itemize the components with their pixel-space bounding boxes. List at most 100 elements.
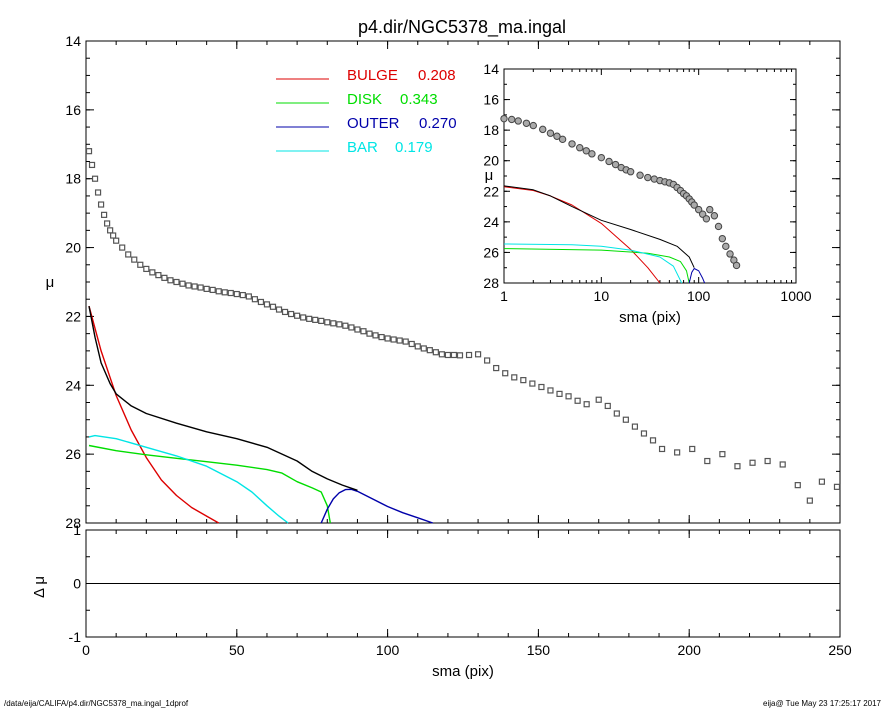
inset-y-tick-label-18: 18 [483, 122, 499, 138]
main-data-point [107, 227, 114, 234]
inset-data-point [529, 121, 538, 130]
main-data-point [402, 338, 409, 345]
main-data-point [209, 286, 216, 294]
residual-panel: 10-10 50 100 150 200 250 Δ μ sma (pix) [31, 522, 852, 680]
inset-curve-bar [503, 243, 683, 284]
main-data-point [110, 232, 117, 239]
inset-data-point [558, 135, 567, 144]
main-data-point [131, 256, 138, 263]
residual-y-tick-label-0: 0 [73, 576, 81, 592]
main-data-point [595, 396, 602, 403]
main-data-point [372, 332, 379, 339]
inset-x-tick-label-1: 1 [500, 288, 508, 304]
main-data-point [426, 347, 433, 354]
main-data-point [179, 280, 186, 287]
main-y-tick-label-16: 16 [65, 102, 81, 118]
main-data-point [97, 201, 105, 208]
legend-item-bar: BAR 0.179 [276, 139, 433, 156]
chart-title: p4.dir/NGC5378_ma.ingal [358, 17, 566, 38]
legend-value-disk: 0.343 [400, 91, 438, 108]
main-data-point [149, 269, 156, 276]
main-data-point [444, 351, 452, 359]
inset-data-point [553, 132, 561, 140]
main-data-point [113, 237, 120, 244]
main-data-point [613, 410, 620, 417]
main-data-point [94, 189, 102, 196]
legend-value-outer: 0.270 [419, 115, 457, 132]
main-data-point [764, 457, 771, 465]
inset-data-point [732, 261, 741, 270]
residual-x-tick-label-150: 150 [527, 642, 551, 658]
main-y-tick-label-14: 14 [65, 33, 81, 49]
main-data-point [556, 390, 563, 397]
inset-data-point [644, 173, 652, 182]
legend-item-disk: DISK 0.343 [276, 91, 438, 108]
main-data-point [520, 377, 527, 384]
residual-y-tick-label--1: -1 [69, 629, 82, 645]
main-data-point [342, 322, 349, 329]
main-data-point [806, 497, 813, 504]
main-y-tick-label-28: 28 [65, 515, 81, 531]
main-data-point [649, 437, 657, 444]
main-y-tick-label-20: 20 [65, 240, 81, 256]
legend-item-outer: OUTER 0.270 [276, 115, 457, 132]
main-data-point [432, 349, 439, 356]
main-x-axis-label: sma (pix) [432, 663, 494, 680]
main-data-point [221, 289, 228, 296]
main-data-point [336, 321, 343, 328]
main-data-point [574, 397, 581, 404]
main-data-point [604, 402, 611, 410]
main-data-point [251, 296, 258, 303]
main-data-point [312, 316, 319, 323]
inset-curve-total-model [503, 185, 695, 268]
main-data-point [450, 351, 458, 359]
main-data-point [88, 161, 96, 169]
inset-data-point [702, 215, 711, 223]
main-data-point [547, 387, 554, 394]
legend-label-disk: DISK [347, 91, 382, 108]
inset-y-axis-label: μ [485, 167, 494, 184]
main-data-point [239, 291, 246, 299]
main-data-point [281, 308, 289, 316]
residual-x-tick-label-200: 200 [678, 642, 702, 658]
main-data-point [330, 320, 337, 327]
main-curve-disk [88, 444, 331, 524]
residual-x-tick-label-0: 0 [82, 642, 90, 658]
legend-label-bar: BAR [347, 139, 378, 156]
main-data-point [794, 482, 801, 489]
legend: BULGE 0.208 DISK 0.343 OUTER 0.270 BAR 0… [276, 67, 457, 156]
footer-file-path: /data/eija/CALIFA/p4.dir/NGC5378_ma.inga… [4, 699, 189, 708]
main-data-point [493, 364, 500, 372]
inset-data-point [582, 147, 590, 155]
main-data-point [360, 328, 367, 335]
main-data-point [215, 288, 222, 295]
main-data-point [137, 261, 144, 268]
main-data-point [167, 277, 174, 284]
main-curve-outer [320, 488, 434, 524]
main-curve-total-model [88, 305, 358, 491]
main-data-point [456, 352, 464, 359]
main-data-point [155, 272, 162, 279]
main-data-point [704, 457, 711, 465]
main-curve-bar [88, 434, 289, 524]
main-data-point [511, 374, 518, 381]
main-data-point [408, 340, 415, 348]
residual-x-tick-label-100: 100 [376, 642, 400, 658]
main-data-point [85, 148, 93, 155]
main-data-point [529, 380, 536, 387]
main-curve-bulge [88, 305, 220, 524]
inset-y-tick-label-24: 24 [483, 214, 499, 230]
inset-x-axis-label: sma (pix) [619, 309, 681, 326]
inset-data-point [694, 205, 703, 214]
inset-data-point [626, 168, 635, 176]
main-data-point [833, 483, 841, 490]
inset-data-point [706, 205, 714, 214]
legend-value-bulge: 0.208 [418, 67, 456, 84]
main-data-point [378, 333, 385, 341]
main-data-point [294, 312, 301, 319]
main-data-point [354, 326, 361, 333]
main-data-point [119, 244, 126, 251]
main-data-point [583, 401, 590, 408]
inset-data-point [539, 125, 547, 134]
